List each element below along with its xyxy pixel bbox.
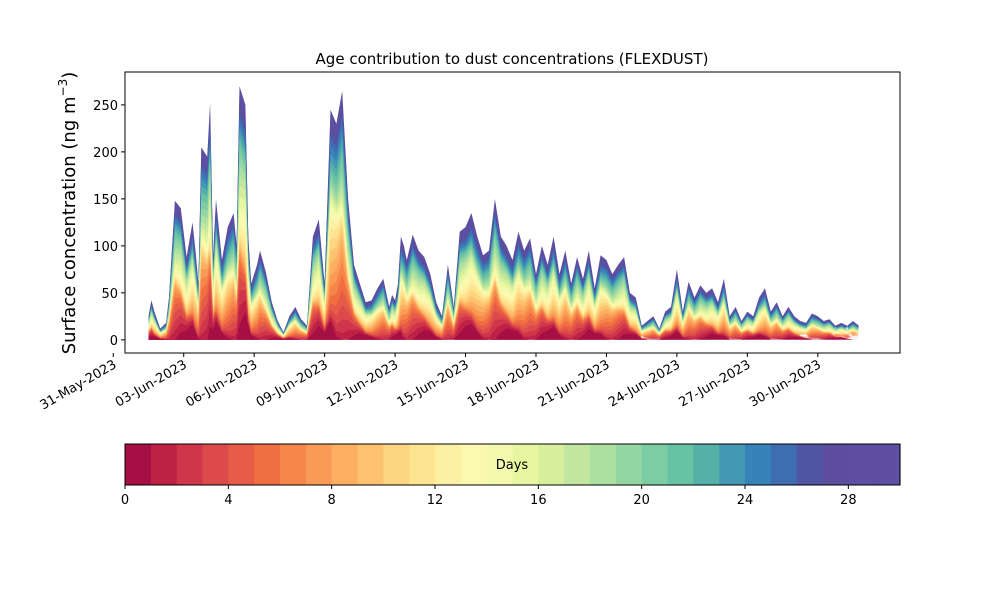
colorbar-segment [641, 444, 669, 485]
colorbar-tick-label: 20 [633, 493, 650, 508]
colorbar-segment [254, 444, 281, 485]
colorbar-segment [280, 444, 307, 485]
colorbar-segment [125, 444, 152, 485]
colorbar-tick-label: 24 [737, 493, 754, 508]
colorbar-segment [667, 444, 694, 485]
x-tick-label: 31-May-2023 [38, 357, 120, 413]
colorbar-tick-label: 12 [427, 493, 444, 508]
colorbar-segment [150, 444, 178, 485]
chart-title: Age contribution to dust concentrations … [316, 50, 709, 68]
colorbar-segment [822, 444, 849, 485]
stacked-area-plot [148, 86, 859, 340]
colorbar-tick-label: 4 [224, 493, 232, 508]
plot-frame [124, 71, 901, 354]
colorbar-segment [409, 444, 436, 485]
age-layer-0 [148, 312, 859, 340]
colorbar-segment [564, 444, 591, 485]
x-tick-label: 12-Jun-2023 [324, 357, 401, 410]
y-tick-label: 100 [93, 240, 118, 255]
colorbar-segment [460, 444, 488, 485]
colorbar-tick-label: 28 [840, 493, 857, 508]
y-axis-label: Surface concentration (ng m−3) [56, 72, 80, 355]
y-axis: 0 50 100 150 200 250 [93, 99, 125, 349]
colorbar-segment [202, 444, 229, 485]
x-tick-label: 03-Jun-2023 [113, 357, 190, 410]
colorbar-segment [796, 444, 824, 485]
age-layer-2 [148, 289, 859, 340]
colorbar-segment [357, 444, 384, 485]
colorbar-axis: 0 4 8 12 16 20 24 28 [121, 485, 857, 508]
y-tick-label: 200 [93, 146, 118, 161]
colorbar-segment [770, 444, 798, 485]
colorbar-tick-label: 8 [328, 493, 336, 508]
y-tick-label: 50 [101, 287, 118, 302]
colorbar-segment [615, 444, 643, 485]
colorbar-segment [176, 444, 204, 485]
x-tick-label: 27-Jun-2023 [677, 357, 754, 410]
y-tick-label: 250 [93, 99, 118, 114]
x-tick-label: 09-Jun-2023 [254, 357, 331, 410]
colorbar-segment [305, 444, 333, 485]
colorbar-segment [383, 444, 410, 485]
x-tick-label: 24-Jun-2023 [606, 357, 683, 410]
colorbar-segment [745, 444, 772, 485]
age-layer-3 [148, 277, 859, 340]
x-tick-label: 15-Jun-2023 [395, 357, 472, 410]
x-tick-label: 18-Jun-2023 [465, 357, 542, 410]
y-tick-label: 0 [110, 334, 118, 349]
colorbar-segment [693, 444, 720, 485]
colorbar-segment [538, 444, 565, 485]
colorbar-segment [874, 444, 901, 485]
colorbar-segment [486, 444, 514, 485]
colorbar-segment [512, 444, 539, 485]
colorbar-frame [124, 443, 901, 486]
colorbar-tick-label: 0 [121, 493, 129, 508]
x-tick-label: 21-Jun-2023 [536, 357, 613, 410]
colorbar-segment [228, 444, 255, 485]
colorbar-segment [590, 444, 617, 485]
colorbar-segment [435, 444, 462, 485]
colorbar-segment [719, 444, 746, 485]
colorbar-segment [331, 444, 359, 485]
colorbar-label: Days [496, 458, 529, 473]
x-tick-label: 30-Jun-2023 [747, 357, 824, 410]
colorbar-tick-label: 16 [530, 493, 547, 508]
age-layer-6 [148, 254, 859, 340]
x-tick-label: 06-Jun-2023 [183, 357, 260, 410]
colorbar-segment [848, 444, 875, 485]
y-tick-label: 150 [93, 193, 118, 208]
x-axis: 31-May-202303-Jun-202306-Jun-202309-Jun-… [38, 353, 824, 413]
colorbar [125, 444, 901, 485]
age-layer-5 [148, 259, 859, 340]
